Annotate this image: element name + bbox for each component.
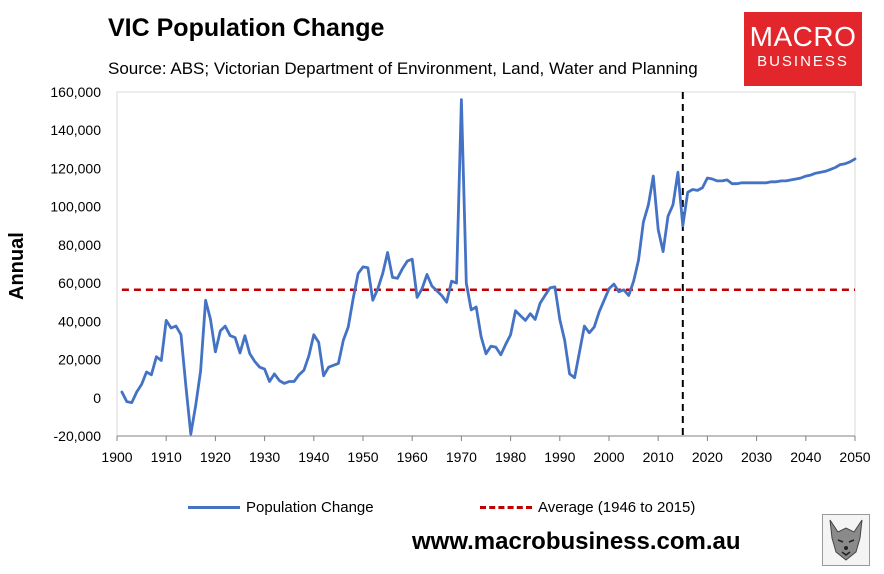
legend-swatch-solid <box>188 506 240 509</box>
y-tick-label: 100,000 <box>50 199 101 215</box>
wolf-logo-icon <box>822 514 870 566</box>
chart-title: VIC Population Change <box>108 14 385 42</box>
legend-item-average: Average (1946 to 2015) <box>480 499 695 516</box>
y-tick-label: 60,000 <box>58 275 101 291</box>
logo-line-macro: MACRO <box>749 21 857 52</box>
x-tick-label: 1950 <box>347 449 378 465</box>
x-tick-label: 1920 <box>200 449 231 465</box>
legend-label-average: Average (1946 to 2015) <box>538 499 696 516</box>
macrobusiness-logo: MACRO BUSINESS <box>744 12 862 86</box>
legend-swatch-dashed <box>480 506 532 509</box>
x-tick-label: 2050 <box>839 449 870 465</box>
x-tick-label: 2030 <box>741 449 772 465</box>
x-tick-label: 1990 <box>544 449 575 465</box>
y-tick-label: 160,000 <box>50 84 101 100</box>
y-tick-label: -20,000 <box>54 428 102 444</box>
x-tick-label: 2010 <box>643 449 674 465</box>
y-tick-label: 0 <box>93 390 101 406</box>
x-tick-label: 1970 <box>446 449 477 465</box>
x-tick-label: 1980 <box>495 449 526 465</box>
x-tick-label: 1960 <box>397 449 428 465</box>
y-tick-label: 80,000 <box>58 237 101 253</box>
y-tick-label: 20,000 <box>58 352 101 368</box>
x-tick-label: 1930 <box>249 449 280 465</box>
x-tick-label: 1900 <box>101 449 132 465</box>
legend-label-population-change: Population Change <box>246 499 374 516</box>
legend-item-population-change: Population Change <box>188 499 374 516</box>
y-tick-label: 120,000 <box>50 160 101 176</box>
population-change-line <box>120 98 857 436</box>
chart-subtitle: Source: ABS; Victorian Department of Env… <box>108 59 698 78</box>
x-tick-label: 1910 <box>151 449 182 465</box>
x-tick-label: 2000 <box>593 449 624 465</box>
x-tick-label: 2040 <box>790 449 821 465</box>
logo-line-business: BUSINESS <box>757 53 849 70</box>
x-tick-label: 1940 <box>298 449 329 465</box>
website-url: www.macrobusiness.com.au <box>412 528 741 555</box>
y-tick-label: 40,000 <box>58 313 101 329</box>
y-tick-label: 140,000 <box>50 122 101 138</box>
plot-area <box>116 91 856 437</box>
x-tick-label: 2020 <box>692 449 723 465</box>
